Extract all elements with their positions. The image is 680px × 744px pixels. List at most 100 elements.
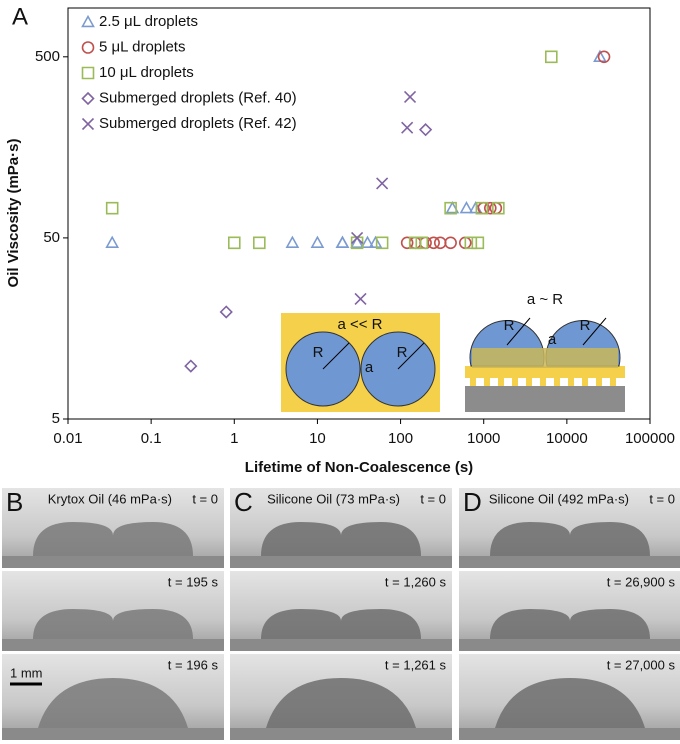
point xyxy=(400,236,414,249)
point xyxy=(310,235,325,248)
legend-marker xyxy=(81,66,95,80)
point xyxy=(351,231,364,244)
y-tick-label: 50 xyxy=(43,229,60,246)
photo-caption: Krytox Oil (46 mPa·s) xyxy=(48,491,172,506)
substrate-shadow xyxy=(2,728,224,740)
radius-arrow xyxy=(582,317,607,346)
photo: t = 0 xyxy=(459,488,680,568)
pillars xyxy=(470,378,616,386)
droplet-merged xyxy=(495,678,645,728)
inset-label: R xyxy=(504,317,515,334)
x-axis-label: Lifetime of Non-Coalescence (s) xyxy=(245,459,473,476)
inset-label: a xyxy=(548,331,557,348)
point xyxy=(444,236,457,249)
inset-right: a ~ R R R a xyxy=(465,291,625,412)
inset-label: a xyxy=(365,359,374,376)
point xyxy=(105,235,120,248)
point xyxy=(545,50,558,64)
time-label: t = 196 s xyxy=(168,657,219,672)
substrate-shadow xyxy=(459,728,680,740)
radius-arrow xyxy=(322,342,350,370)
time-label: t = 26,900 s xyxy=(607,574,676,589)
panel-label: C xyxy=(234,487,253,517)
point xyxy=(354,292,367,306)
radius-arrow xyxy=(397,342,425,370)
droplet-pair xyxy=(261,522,421,556)
point xyxy=(415,236,429,250)
x-tick-label: 1 xyxy=(230,430,238,447)
photo: t = 195 s xyxy=(2,571,224,651)
substrate-shadow xyxy=(459,556,680,568)
legend-label: Submerged droplets (Ref. 40) xyxy=(99,89,297,106)
time-label: t = 27,000 s xyxy=(607,657,676,672)
legend-label: 5 μL droplets xyxy=(99,38,185,55)
panel-label: A xyxy=(12,3,28,30)
scale-label: 1 mm xyxy=(10,665,43,680)
x-tick-label: 0.1 xyxy=(141,430,162,447)
droplet-pair xyxy=(33,522,193,556)
x-tick-label: 100000 xyxy=(625,430,675,447)
time-label: t = 195 s xyxy=(168,574,219,589)
photo: t = 26,900 s xyxy=(459,571,680,651)
point xyxy=(444,201,457,215)
point xyxy=(350,236,364,250)
point xyxy=(360,235,375,248)
y-tick-label: 500 xyxy=(35,48,60,65)
droplet-merged xyxy=(266,678,416,728)
point xyxy=(227,236,241,250)
point xyxy=(184,359,198,373)
inset-title: a ~ R xyxy=(527,291,563,308)
photo: t = 27,000 s xyxy=(459,654,680,740)
time-label: t = 1,261 s xyxy=(385,657,447,672)
point xyxy=(335,235,350,248)
point xyxy=(418,123,433,137)
photo-caption: Silicone Oil (73 mPa·s) xyxy=(267,491,400,506)
legend-label: 10 μL droplets xyxy=(99,64,194,81)
wetting-ridge xyxy=(472,348,618,368)
droplet-pair xyxy=(490,522,650,556)
point xyxy=(492,201,505,215)
substrate-shadow xyxy=(230,556,452,568)
y-axis-label: Oil Viscosity (mPa·s) xyxy=(5,139,22,288)
x-tick-label: 1000 xyxy=(467,430,500,447)
point xyxy=(408,236,422,249)
point xyxy=(475,201,489,215)
point xyxy=(350,235,364,248)
point xyxy=(375,236,389,250)
panel-label: B xyxy=(6,487,23,517)
substrate xyxy=(465,386,625,412)
x-tick-label: 10000 xyxy=(546,430,588,447)
legend-label: 2.5 μL droplets xyxy=(99,13,198,30)
photo: t = 0 xyxy=(230,488,452,568)
point xyxy=(459,200,474,214)
substrate-shadow xyxy=(2,556,224,568)
inset-left: a << R R R a xyxy=(281,313,440,412)
photo: t = 196 s xyxy=(2,654,224,740)
legend-marker xyxy=(81,117,95,131)
substrate-shadow xyxy=(230,728,452,740)
photo: t = 1,260 s xyxy=(230,571,452,651)
point xyxy=(368,235,383,248)
oil-layer xyxy=(465,366,625,378)
inset-label: R xyxy=(397,344,408,361)
x-tick-label: 10 xyxy=(309,430,326,447)
point xyxy=(403,90,417,104)
point xyxy=(253,236,266,250)
photo-caption: Silicone Oil (492 mPa·s) xyxy=(489,491,629,506)
point xyxy=(285,235,300,248)
legend-marker xyxy=(81,14,95,28)
photo: t = 0 xyxy=(2,488,224,568)
substrate-shadow xyxy=(2,639,224,651)
panel-label: D xyxy=(463,487,482,517)
point xyxy=(419,236,432,249)
point xyxy=(105,201,119,215)
time-label: t = 0 xyxy=(192,491,218,506)
inset-label: R xyxy=(313,344,324,361)
time-label: t = 0 xyxy=(420,491,446,506)
legend-marker xyxy=(81,91,95,106)
point xyxy=(458,236,472,249)
time-label: t = 0 xyxy=(649,491,675,506)
point xyxy=(376,177,389,190)
point xyxy=(597,50,611,64)
time-label: t = 1,260 s xyxy=(385,574,447,589)
